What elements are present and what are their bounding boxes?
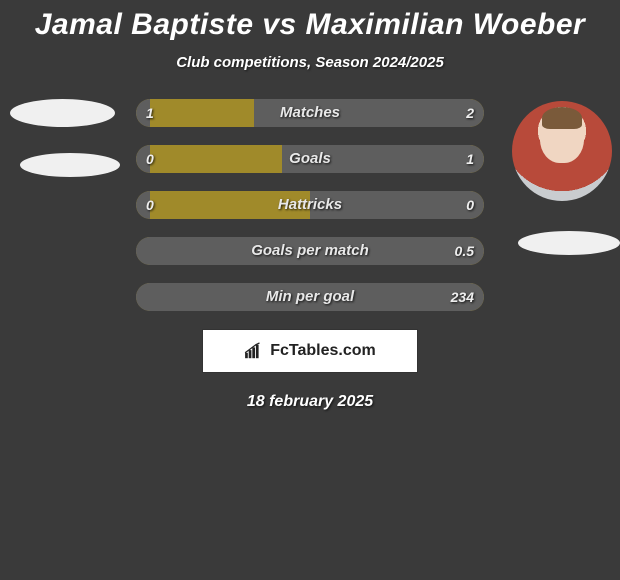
stat-row-matches: 1 Matches 2: [136, 99, 484, 127]
stat-label: Goals: [136, 145, 484, 173]
brand-text: FcTables.com: [270, 342, 376, 360]
comparison-content: 1 Matches 2 0 Goals 1 0 Hattricks 0 Goal…: [0, 99, 620, 411]
brand-box[interactable]: FcTables.com: [202, 329, 418, 373]
stat-label: Goals per match: [136, 237, 484, 265]
stat-value-right: 0.5: [445, 237, 484, 265]
stat-row-goals: 0 Goals 1: [136, 145, 484, 173]
stat-label: Matches: [136, 99, 484, 127]
stat-value-right: 2: [456, 99, 484, 127]
snapshot-date: 18 february 2025: [0, 393, 620, 411]
stat-row-gpm: Goals per match 0.5: [136, 237, 484, 265]
comparison-subtitle: Club competitions, Season 2024/2025: [0, 54, 620, 71]
stat-value-right: 1: [456, 145, 484, 173]
stat-value-right: 234: [441, 283, 484, 311]
player-right-label: [518, 231, 620, 255]
stat-label: Hattricks: [136, 191, 484, 219]
comparison-title: Jamal Baptiste vs Maximilian Woeber: [0, 0, 620, 42]
stat-label: Min per goal: [136, 283, 484, 311]
player-left-label-1: [10, 99, 115, 127]
bar-chart-icon: [244, 342, 266, 360]
stat-row-hattricks: 0 Hattricks 0: [136, 191, 484, 219]
stat-row-mpg: Min per goal 234: [136, 283, 484, 311]
stat-bars: 1 Matches 2 0 Goals 1 0 Hattricks 0 Goal…: [136, 99, 484, 311]
stat-value-right: 0: [456, 191, 484, 219]
player-right-avatar: [512, 101, 612, 201]
player-left-label-2: [20, 153, 120, 177]
